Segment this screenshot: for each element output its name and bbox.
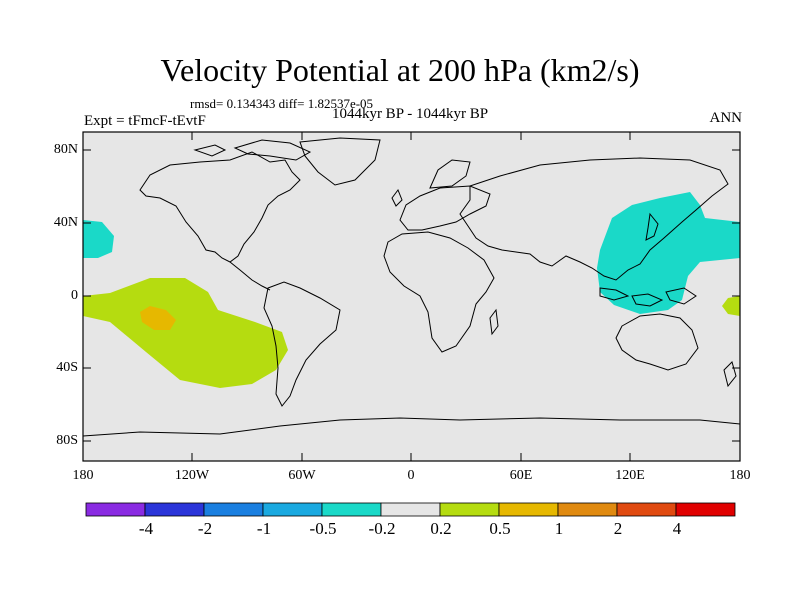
colorbar-box bbox=[616, 502, 677, 517]
colorbar-label: 0.5 bbox=[489, 519, 511, 538]
colorbar-label: 0.2 bbox=[430, 519, 452, 538]
colorbar-label: 4 bbox=[672, 519, 682, 538]
positive-anomaly-dateline-east bbox=[722, 296, 740, 316]
x-tick-label: 120E bbox=[615, 468, 645, 483]
colorbar-box bbox=[85, 502, 146, 517]
colorbar-label: 2 bbox=[613, 519, 623, 538]
plot-title: Velocity Potential at 200 hPa (km2/s) bbox=[160, 52, 640, 88]
coastlines bbox=[82, 137, 741, 437]
axis-ticks bbox=[82, 132, 741, 461]
colorbar-box bbox=[675, 502, 736, 517]
x-tick-label: 180 bbox=[72, 468, 94, 483]
season-label: ANN bbox=[709, 110, 743, 126]
y-tick-label: 80N bbox=[53, 142, 78, 157]
colorbar-label: -1 bbox=[256, 519, 272, 538]
colorbar-label: -0.5 bbox=[309, 519, 337, 538]
colorbar-label: -2 bbox=[197, 519, 213, 538]
colorbar-box bbox=[321, 502, 382, 517]
positive-anomaly-south-pacific-core bbox=[140, 306, 176, 330]
x-tick-label: 60E bbox=[509, 468, 533, 483]
stats-label: rmsd= 0.134343 diff= 1.82537e-05 bbox=[190, 96, 374, 111]
colorbar-box bbox=[203, 502, 264, 517]
colorbar-label: -4 bbox=[138, 519, 154, 538]
negative-anomaly-north-pacific-east bbox=[83, 220, 114, 258]
negative-anomaly-west-pacific-asia bbox=[597, 192, 740, 314]
colorbar-box bbox=[380, 502, 441, 517]
colorbar-box bbox=[557, 502, 618, 517]
x-tick-label: 0 bbox=[407, 468, 415, 483]
colorbar-box bbox=[439, 502, 500, 517]
x-tick-label: 180 bbox=[729, 468, 751, 483]
y-tick-label: 40N bbox=[53, 215, 78, 230]
period-label: 1044kyr BP - 1044kyr BP bbox=[331, 106, 489, 122]
x-tick-label: 60W bbox=[288, 468, 316, 483]
y-tick-label: 80S bbox=[56, 433, 78, 448]
anomaly-layer bbox=[83, 192, 740, 388]
colorbar-label: 1 bbox=[554, 519, 564, 538]
colorbar bbox=[85, 502, 736, 517]
y-tick-label: 0 bbox=[71, 288, 78, 303]
x-tick-label: 120W bbox=[174, 468, 210, 483]
colorbar-box bbox=[498, 502, 559, 517]
colorbar-box bbox=[262, 502, 323, 517]
colorbar-box bbox=[144, 502, 205, 517]
experiment-label: Expt = tFmcF-tEvtF bbox=[84, 113, 206, 129]
y-tick-label: 40S bbox=[56, 360, 78, 375]
colorbar-label: -0.2 bbox=[368, 519, 396, 538]
positive-anomaly-south-pacific bbox=[83, 278, 288, 388]
